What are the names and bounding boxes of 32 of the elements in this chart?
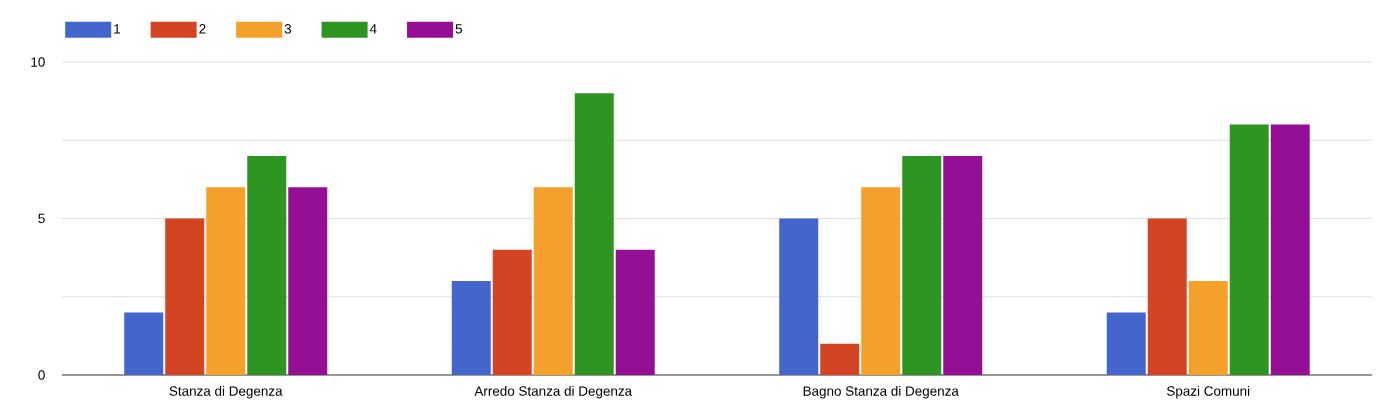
bar <box>902 155 942 375</box>
bar <box>943 155 983 375</box>
legend-label: 2 <box>199 24 206 34</box>
bar <box>165 218 205 375</box>
bar <box>124 312 164 375</box>
bar <box>1188 281 1228 375</box>
bar <box>206 187 246 375</box>
bar <box>288 187 328 375</box>
y-tick-label: 0 <box>38 370 45 380</box>
x-tick-label: Bagno Stanza di Degenza <box>803 385 959 399</box>
bar <box>1106 312 1146 375</box>
x-tick-label: Stanza di Degenza <box>169 385 283 399</box>
bar <box>492 249 532 375</box>
bar <box>779 218 819 375</box>
y-tick-label: 10 <box>31 57 45 67</box>
legend-label: 5 <box>455 24 462 34</box>
legend-label: 3 <box>284 24 291 34</box>
bar <box>861 187 901 375</box>
x-tick-label: Arredo Stanza di Degenza <box>474 385 633 399</box>
bar <box>451 281 491 375</box>
bar <box>574 93 614 375</box>
bar <box>820 343 860 375</box>
bar <box>1229 124 1269 375</box>
bar <box>247 155 287 375</box>
y-tick-label: 5 <box>38 213 45 224</box>
bar <box>1147 218 1187 375</box>
x-tick-label: Spazi Comuni <box>1166 385 1250 399</box>
bar <box>615 249 655 375</box>
legend-label: 4 <box>369 24 377 34</box>
legend-label: 1 <box>114 24 121 34</box>
bar <box>1270 124 1310 375</box>
bar <box>533 187 573 375</box>
